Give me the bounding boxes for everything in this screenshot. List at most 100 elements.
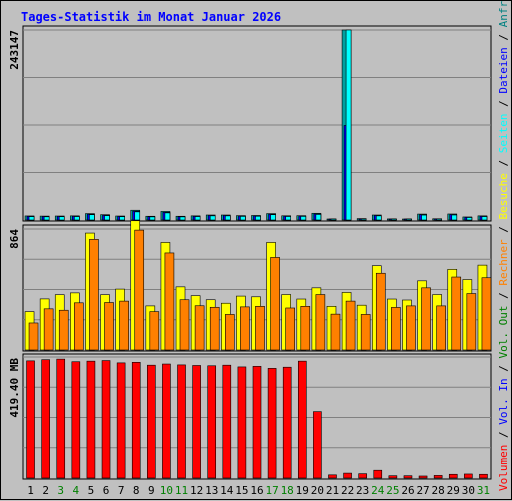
- bar-seiten-day-14: [225, 215, 231, 221]
- bar-volumen-day-23: [358, 473, 367, 479]
- bar-volumen-day-14: [222, 364, 232, 479]
- x-tick-label-20: 20: [311, 484, 324, 497]
- bar-rechner-day-20: [315, 294, 326, 351]
- legend-entry: Volumen: [497, 445, 510, 491]
- y-max-label-top: 243147: [8, 30, 21, 70]
- plot-panel-top: [22, 25, 492, 222]
- x-tick-label-13: 13: [205, 484, 218, 497]
- bar-rechner-day-16: [255, 306, 265, 351]
- bar-seiten-day-5: [89, 214, 95, 221]
- bar-seiten-day-15: [240, 216, 246, 221]
- bar-volumen-day-1: [26, 360, 35, 479]
- bar-seiten-day-20: [315, 214, 322, 221]
- bar-volumen-day-27: [418, 475, 428, 479]
- x-tick-label-8: 8: [133, 484, 140, 497]
- right-legend: Volumen / Vol. In / Vol. Out / Rechner /…: [497, 1, 510, 491]
- bar-seiten-day-8: [134, 211, 141, 221]
- bar-rechner-day-28: [436, 305, 446, 351]
- x-tick-label-10: 10: [160, 484, 173, 497]
- x-tick-label-7: 7: [118, 484, 125, 497]
- bar-rechner-day-31: [481, 277, 492, 351]
- bar-rechner-day-4: [74, 302, 84, 351]
- bar-seiten-day-16: [255, 215, 261, 221]
- y-max-label-bottom: 419.40 MB: [8, 358, 21, 418]
- legend-entry: Dateien: [497, 47, 510, 100]
- bar-rechner-day-17: [270, 257, 280, 351]
- bar-rechner-day-18: [285, 307, 295, 351]
- bar-rechner-day-11: [179, 299, 190, 351]
- bar-seiten-day-26: [406, 218, 412, 221]
- bar-rechner-day-10: [164, 252, 175, 351]
- bar-rechner-day-8: [134, 229, 145, 351]
- bar-volumen-day-5: [86, 360, 96, 479]
- bar-seiten-day-1: [28, 216, 35, 221]
- bar-seiten-day-12: [194, 216, 201, 221]
- x-tick-label-24: 24: [371, 484, 385, 497]
- bar-seiten-day-21: [330, 218, 337, 221]
- bar-rechner-day-24: [375, 272, 386, 351]
- legend-entry: /: [497, 431, 510, 444]
- bar-volumen-day-22: [343, 472, 352, 479]
- bar-volumen-day-24: [373, 469, 383, 479]
- x-tick-label-28: 28: [432, 484, 445, 497]
- bar-rechner-day-21: [330, 313, 341, 351]
- bar-rechner-day-9: [149, 311, 160, 351]
- legend-entry: /: [497, 292, 510, 305]
- bar-rechner-day-2: [43, 308, 54, 351]
- bar-rechner-day-29: [451, 276, 462, 351]
- bar-rechner-day-27: [421, 287, 431, 351]
- bar-volumen-day-7: [116, 362, 126, 479]
- x-tick-label-19: 19: [296, 484, 309, 497]
- x-tick-label-4: 4: [73, 484, 80, 497]
- bar-seiten-day-7: [119, 216, 125, 221]
- bar-rechner-day-15: [240, 306, 250, 351]
- bar-rechner-day-25: [391, 307, 401, 351]
- legend-entry: Anfragen: [497, 1, 510, 34]
- bar-seiten-day-3: [58, 216, 65, 221]
- bar-rechner-day-5: [89, 239, 99, 351]
- bar-rechner-day-7: [119, 300, 129, 351]
- bar-seiten-day-9: [149, 216, 156, 221]
- bar-volumen-day-30: [464, 473, 473, 479]
- legend-entry: /: [497, 34, 510, 47]
- bar-volumen-day-12: [192, 365, 201, 479]
- bar-seiten-day-17: [270, 214, 276, 221]
- x-tick-label-2: 2: [42, 484, 49, 497]
- legend-entry: /: [497, 100, 510, 113]
- bar-seiten-day-25: [391, 218, 397, 221]
- x-tick-label-18: 18: [281, 484, 294, 497]
- bar-rechner-day-13: [209, 306, 220, 351]
- bar-volumen-day-11: [177, 364, 186, 479]
- bar-seiten-day-13: [209, 215, 216, 221]
- bar-seiten-day-18: [285, 216, 291, 221]
- bar-volumen-day-26: [403, 475, 413, 479]
- bar-volumen-day-19: [297, 360, 307, 479]
- x-tick-label-17: 17: [265, 484, 278, 497]
- bar-volumen-day-18: [282, 366, 292, 479]
- x-tick-label-29: 29: [447, 484, 460, 497]
- legend-entry: Besuche: [497, 173, 510, 226]
- bar-rechner-day-12: [194, 305, 205, 351]
- x-tick-label-6: 6: [103, 484, 110, 497]
- legend-entry: Vol. In: [497, 378, 510, 431]
- bar-volumen-day-20: [313, 411, 322, 479]
- legend-entry: Rechner: [497, 239, 510, 292]
- bar-seiten-day-6: [104, 215, 110, 221]
- bar-rechner-day-26: [406, 305, 416, 351]
- bar-seiten-day-31: [481, 216, 488, 221]
- bar-seiten-day-28: [436, 218, 442, 221]
- bar-volumen-day-2: [41, 359, 50, 479]
- bar-rechner-day-14: [225, 314, 235, 351]
- bar-volumen-day-3: [56, 358, 66, 479]
- bar-volumen-day-16: [252, 366, 262, 479]
- bar-rechner-day-22: [345, 300, 356, 351]
- bar-volumen-day-10: [162, 363, 171, 479]
- bar-rechner-day-3: [58, 309, 69, 351]
- bar-volumen-day-25: [388, 475, 398, 479]
- legend-entry: Seiten: [497, 113, 510, 159]
- x-tick-label-3: 3: [57, 484, 64, 497]
- legend-entry: /: [497, 365, 510, 378]
- x-tick-label-5: 5: [88, 484, 95, 497]
